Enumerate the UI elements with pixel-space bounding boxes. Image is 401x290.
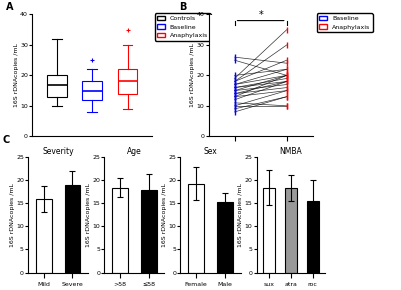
- Bar: [141, 190, 156, 273]
- Legend: Controls, Baseline, Anaphylaxis: Controls, Baseline, Anaphylaxis: [155, 13, 211, 41]
- Title: NMBA: NMBA: [279, 147, 302, 156]
- Text: B: B: [179, 2, 187, 12]
- Text: C: C: [3, 135, 10, 145]
- Y-axis label: 16S rDNAcopies /mL: 16S rDNAcopies /mL: [190, 44, 195, 107]
- PathPatch shape: [47, 75, 67, 97]
- Bar: [217, 202, 233, 273]
- Y-axis label: 16S rDNAcopies /mL: 16S rDNAcopies /mL: [238, 183, 243, 246]
- PathPatch shape: [118, 69, 137, 94]
- Bar: [263, 188, 275, 273]
- Title: Sex: Sex: [204, 147, 217, 156]
- Text: A: A: [6, 2, 13, 12]
- Y-axis label: 16S rDNAcopies /mL: 16S rDNAcopies /mL: [10, 183, 15, 246]
- Title: Severity: Severity: [43, 147, 74, 156]
- Y-axis label: 16S rDNAcopies /mL: 16S rDNAcopies /mL: [14, 44, 19, 107]
- Legend: Baseline, Anaphylaxis: Baseline, Anaphylaxis: [317, 13, 373, 32]
- Title: Age: Age: [127, 147, 142, 156]
- Bar: [65, 185, 80, 273]
- Bar: [112, 188, 128, 273]
- Text: *: *: [258, 10, 263, 20]
- PathPatch shape: [83, 81, 102, 100]
- Bar: [188, 184, 204, 273]
- Bar: [36, 199, 52, 273]
- Bar: [307, 201, 319, 273]
- Y-axis label: 16S rDNAcopies /mL: 16S rDNAcopies /mL: [86, 183, 91, 246]
- Bar: [285, 188, 297, 273]
- Y-axis label: 16S rDNAcopies /mL: 16S rDNAcopies /mL: [162, 183, 167, 246]
